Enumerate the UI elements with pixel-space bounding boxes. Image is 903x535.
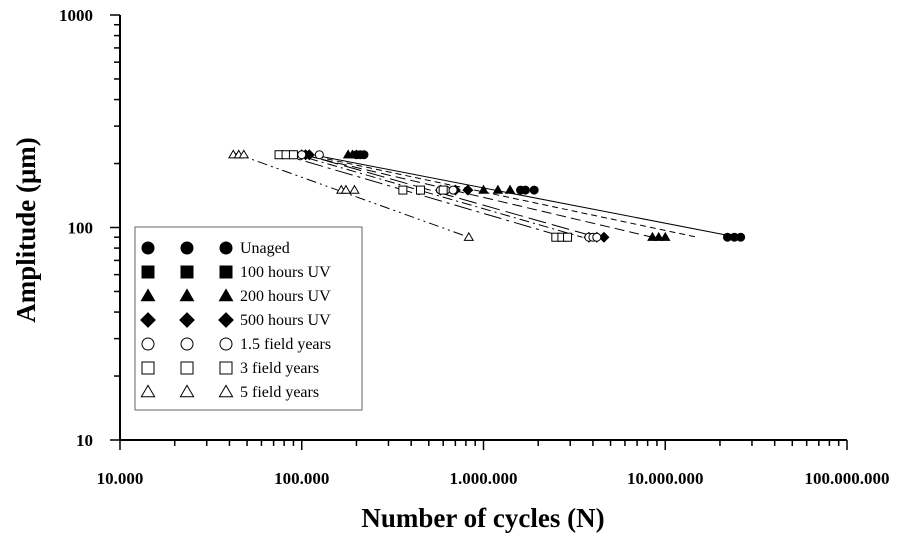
legend-marker [218, 384, 234, 398]
data-point-series-0 [529, 185, 539, 195]
legend-marker [140, 384, 156, 398]
legend-marker [218, 312, 234, 328]
legend-marker [219, 241, 233, 255]
legend-label: Unaged [240, 240, 290, 257]
x-tick-label: 1.000.000 [450, 469, 518, 488]
fit-line-series-6 [233, 152, 469, 238]
legend-label: 100 hours UV [240, 264, 331, 281]
data-point-series-5 [438, 185, 448, 195]
data-point-series-4 [314, 150, 324, 160]
legend-marker [180, 337, 194, 351]
data-point-series-2 [653, 231, 664, 241]
fit-line-series-2 [293, 152, 653, 238]
fit-line-series-0 [301, 152, 738, 238]
data-point-series-5 [281, 150, 291, 160]
y-axis-title: Amplitude (μm) [11, 137, 41, 323]
legend-marker [219, 361, 233, 375]
legend-label: 500 hours UV [240, 312, 331, 329]
data-point-series-4 [448, 185, 458, 195]
legend-marker [141, 337, 155, 351]
legend-marker [179, 384, 195, 398]
legend-items: Unaged 100 hours UV 200 hours UV 500 hours … [140, 240, 331, 401]
fit-line-series-4 [288, 152, 583, 238]
axes [110, 14, 848, 450]
data-point-series-5 [415, 185, 425, 195]
x-tick-label: 100.000.000 [805, 469, 890, 488]
legend-label: 200 hours UV [240, 288, 331, 305]
legend-marker [179, 312, 195, 328]
data-point-series-0 [359, 150, 369, 160]
data-point-series-5 [398, 185, 408, 195]
data-point-series-4 [297, 150, 307, 160]
fit-lines [233, 152, 738, 238]
y-tick-label: 1000 [59, 6, 93, 25]
fit-line-series-1 [297, 152, 698, 238]
fit-line-series-5 [275, 152, 565, 238]
x-axis-title: Number of cycles (N) [361, 503, 604, 533]
data-point-series-2 [659, 231, 671, 241]
data-point-series-2 [478, 184, 489, 194]
legend-marker [180, 361, 194, 375]
data-point-series-3 [303, 149, 315, 161]
legend-marker [140, 312, 156, 328]
y-tick-label: 100 [68, 219, 94, 238]
y-tick-label: 10 [76, 431, 93, 450]
data-points [228, 149, 746, 243]
legend-label: 5 field years [240, 384, 319, 401]
legend-marker [141, 361, 155, 375]
legend-marker [141, 265, 155, 279]
legend-marker [219, 265, 233, 279]
data-point-series-2 [647, 231, 658, 241]
x-tick-label: 10.000.000 [627, 469, 704, 488]
tick-labels: 10.000 100.000 1.000.000 10.000.000 100.000.… [59, 6, 890, 488]
legend-box [134, 226, 363, 411]
data-point-series-6 [463, 231, 475, 241]
legend-label: 1.5 field years [240, 336, 331, 353]
legend: Unaged 100 hours UV 200 hours UV 500 hours … [134, 226, 363, 411]
fit-line-series-3 [297, 152, 597, 238]
legend-marker [218, 288, 234, 302]
legend-label: 3 field years [240, 360, 319, 377]
legend-marker [179, 288, 195, 302]
data-point-series-6 [340, 184, 352, 194]
data-point-series-0 [520, 185, 530, 195]
data-point-series-5 [288, 150, 298, 160]
data-point-series-2 [504, 184, 516, 194]
legend-marker [219, 337, 233, 351]
data-point-series-2 [492, 184, 504, 194]
data-point-series-6 [238, 149, 250, 159]
data-point-series-4 [592, 232, 602, 242]
data-point-series-2 [351, 149, 362, 159]
legend-marker [180, 265, 194, 279]
data-point-series-6 [349, 184, 360, 194]
legend-marker [141, 241, 155, 255]
legend-marker [140, 288, 156, 302]
data-point-series-0 [736, 232, 746, 242]
x-tick-label: 10.000 [97, 469, 144, 488]
data-point-series-5 [563, 232, 573, 242]
legend-marker [180, 241, 194, 255]
x-tick-label: 100.000 [274, 469, 329, 488]
data-point-series-3 [462, 184, 474, 196]
